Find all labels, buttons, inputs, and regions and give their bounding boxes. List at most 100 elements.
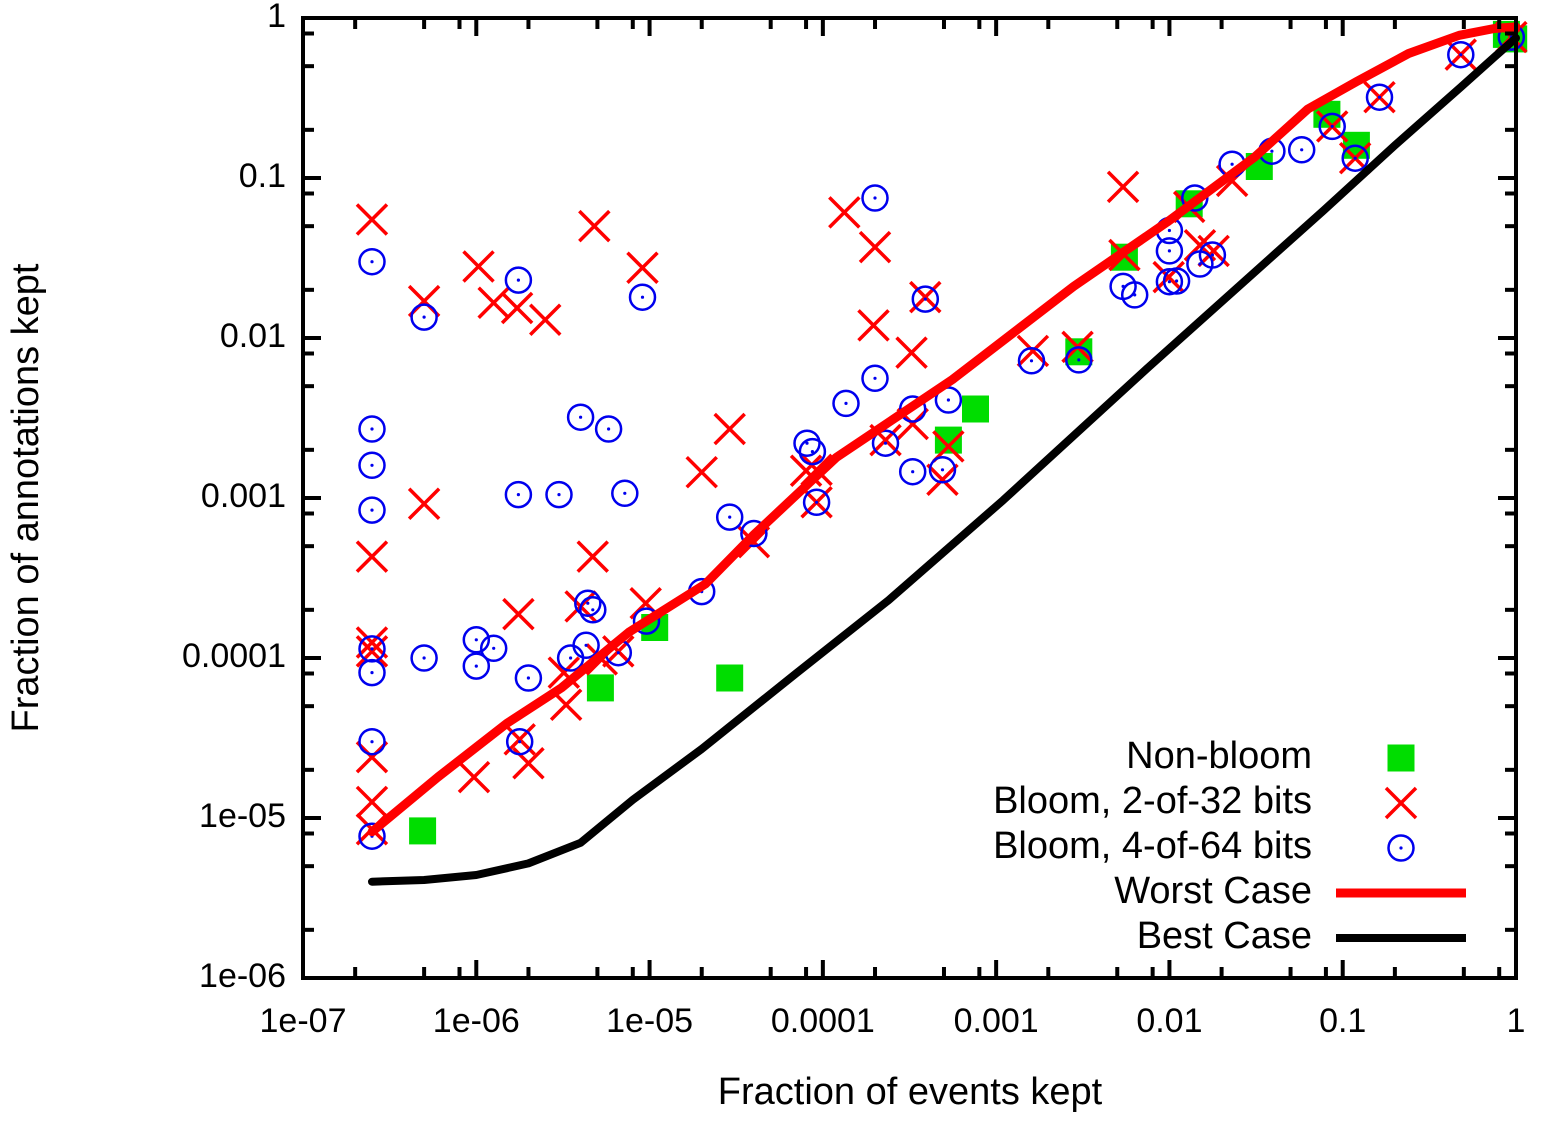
series-non-bloom <box>409 20 1528 845</box>
legend-item-best-case: Best Case <box>1137 915 1466 957</box>
bloom-4of64-point-center-dot <box>586 601 590 605</box>
bloom-4of64-point-center-dot <box>579 415 583 419</box>
bloom-2of32-point <box>457 760 491 794</box>
bloom-2of32-point <box>355 540 389 573</box>
bloom-4of64-point <box>1447 40 1475 69</box>
bloom-2of32-point <box>355 626 389 659</box>
bloom-4of64-point <box>1341 144 1369 172</box>
bloom-4of64-point-center-dot <box>640 295 645 299</box>
bloom-4of64-point-center-dot <box>591 608 595 612</box>
bloom-4of64-point-center-dot <box>1167 228 1171 233</box>
bloom-4of64-point-center-dot <box>810 450 815 454</box>
bloom-4of64-point <box>1120 281 1149 309</box>
non-bloom-point <box>586 674 614 702</box>
bloom-4of64-point-center-dot <box>557 493 561 497</box>
legend-item-bloom-4-of-64-bits: Bloom, 4-of-64 bits <box>993 825 1415 867</box>
bloom-4of64-point <box>572 631 600 660</box>
bloom-4of64-point <box>832 389 860 418</box>
bloom-4of64-point <box>793 429 821 457</box>
bloom-4of64-point-center-dot <box>516 278 521 282</box>
non-bloom-point <box>934 426 962 454</box>
bloom-4of64-point-center-dot <box>1175 279 1179 283</box>
legend-label: Non-bloom <box>1126 735 1312 777</box>
x-tick-label: 1e-07 <box>260 1002 347 1040</box>
y-axis-title: Fraction of annotations kept <box>5 263 47 732</box>
bloom-4of64-point <box>871 429 900 457</box>
series-best-case <box>368 34 1520 886</box>
bloom-4of64-point <box>611 479 639 508</box>
bloom-4of64-point-center-dot <box>1077 358 1081 362</box>
bloom-4of64-point <box>358 635 386 663</box>
series-worst-case <box>367 22 1521 837</box>
legend-label: Best Case <box>1137 915 1312 957</box>
best-case-line <box>368 34 1520 886</box>
y-tick-label: 1e-05 <box>199 797 286 835</box>
bloom-4of64-point-center-dot <box>1198 262 1202 266</box>
bloom-4of64-point-center-dot <box>873 376 877 380</box>
bloom-4of64-point <box>410 644 438 672</box>
bloom-4of64-point-center-dot <box>516 493 521 497</box>
bloom-4of64-point-center-dot <box>940 468 945 472</box>
bloom-4of64-point-center-dot <box>370 260 374 264</box>
non-bloom-point <box>716 664 744 692</box>
bloom-4of64-point-center-dot <box>616 651 620 655</box>
bloom-4of64-point-center-dot <box>728 515 732 519</box>
bloom-4of64-point <box>514 664 543 692</box>
worst-case-line <box>367 22 1521 837</box>
bloom-2of32-point <box>502 597 535 631</box>
legend-circle-marker-dot <box>1399 846 1403 850</box>
x-tick-label: 1e-06 <box>433 1002 520 1040</box>
y-tick-label: 1 <box>267 0 286 35</box>
bloom-2of32-point <box>512 746 545 780</box>
bloom-4of64-point <box>861 364 889 393</box>
bloom-4of64-point <box>504 266 533 294</box>
legend-item-non-bloom: Non-bloom <box>1126 735 1415 777</box>
bloom-4of64-point-center-dot <box>911 470 915 474</box>
bloom-4of64-point <box>740 519 768 548</box>
bloom-4of64-point-center-dot <box>923 297 927 301</box>
bloom-4of64-point <box>1017 347 1046 375</box>
bloom-4of64-point-center-dot <box>1167 249 1171 253</box>
bloom-4of64-point-center-dot <box>569 656 573 660</box>
x-tick-label: 1e-05 <box>606 1002 693 1040</box>
bloom-4of64-point-center-dot <box>518 740 522 744</box>
y-tick-label: 0.1 <box>239 157 286 195</box>
bloom-4of64-point-center-dot <box>1270 149 1274 153</box>
y-tick-label: 0.0001 <box>182 637 286 675</box>
bloom-4of64-point-center-dot <box>370 463 374 467</box>
plot-border <box>301 16 1518 980</box>
bloom-4of64-point-center-dot <box>1330 124 1334 128</box>
bloom-4of64-point-center-dot <box>370 647 374 651</box>
bloom-4of64-point <box>898 457 927 486</box>
non-bloom-point <box>962 395 989 423</box>
bloom-4of64-point-center-dot <box>474 638 478 642</box>
x-tick-label: 0.01 <box>1136 1002 1202 1040</box>
bloom-4of64-point <box>574 589 602 617</box>
bloom-4of64-point <box>358 727 386 756</box>
bloom-4of64-point-center-dot <box>370 427 374 431</box>
bloom-4of64-point <box>410 303 438 331</box>
x-tick-label: 0.1 <box>1319 1002 1366 1040</box>
bloom-4of64-point <box>545 480 573 509</box>
bloom-4of64-point <box>715 503 744 531</box>
bloom-2of32-point <box>858 230 892 264</box>
legend-item-worst-case: Worst Case <box>1114 870 1466 912</box>
bloom-4of64-point <box>579 596 607 624</box>
bloom-4of64-point <box>1155 237 1184 265</box>
bloom-4of64-point <box>928 456 957 484</box>
x-tick-label: 0.001 <box>954 1002 1039 1040</box>
bloom-2of32-point <box>828 196 861 229</box>
bloom-4of64-point <box>1287 136 1316 164</box>
bloom-2of32-point <box>1106 170 1140 204</box>
bloom-4of64-point <box>566 403 595 431</box>
bloom-4of64-point <box>628 283 657 311</box>
bloom-4of64-point-center-dot <box>1230 162 1234 166</box>
bloom-4of64-point-center-dot <box>422 315 426 319</box>
bloom-2of32-point <box>626 251 659 284</box>
bloom-2of32-point <box>685 455 718 489</box>
y-tick-label: 1e-06 <box>199 957 286 995</box>
bloom-2of32-point <box>500 291 534 325</box>
bloom-4of64-point-center-dot <box>883 441 888 445</box>
